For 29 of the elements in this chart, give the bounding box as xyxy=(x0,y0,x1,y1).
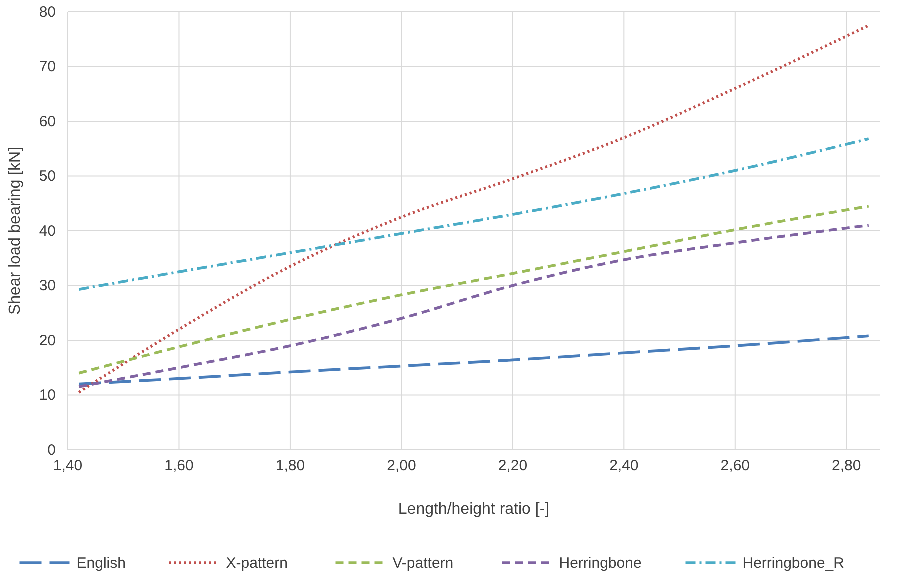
legend-label: Herringbone_R xyxy=(742,555,845,572)
legend-label: Herringbone xyxy=(559,555,642,572)
legend-label: X-pattern xyxy=(226,555,288,572)
x-tick-label: 2,60 xyxy=(720,458,750,475)
x-tick-label: 1,60 xyxy=(164,458,194,475)
y-tick-label: 30 xyxy=(39,278,56,295)
line-series xyxy=(78,138,870,291)
legend-label: English xyxy=(76,555,126,572)
y-tick-label: 50 xyxy=(39,168,56,186)
x-axis-title: Length/height ratio [-] xyxy=(398,501,550,518)
x-tick-label: 1,80 xyxy=(276,458,306,475)
x-tick-label: 2,00 xyxy=(387,458,416,475)
x-tick-label: 1,40 xyxy=(53,458,83,475)
x-tick-label: 2,40 xyxy=(610,458,639,475)
line-series xyxy=(78,334,870,386)
y-tick-label: 0 xyxy=(48,442,56,459)
x-tick-label: 2,80 xyxy=(832,458,862,475)
x-tick-label: 2,20 xyxy=(498,458,528,475)
y-tick-label: 60 xyxy=(39,113,56,130)
legend-label: V-pattern xyxy=(392,555,454,572)
line-series xyxy=(78,224,870,388)
y-tick-label: 40 xyxy=(39,222,56,240)
y-tick-label: 80 xyxy=(39,4,56,21)
y-tick-label: 70 xyxy=(39,58,56,76)
y-tick-label: 10 xyxy=(39,387,56,404)
y-axis-title: Shear load bearing [kN] xyxy=(7,146,24,316)
y-tick-label: 20 xyxy=(39,332,56,350)
line-series xyxy=(78,24,870,394)
line-series xyxy=(78,204,870,375)
